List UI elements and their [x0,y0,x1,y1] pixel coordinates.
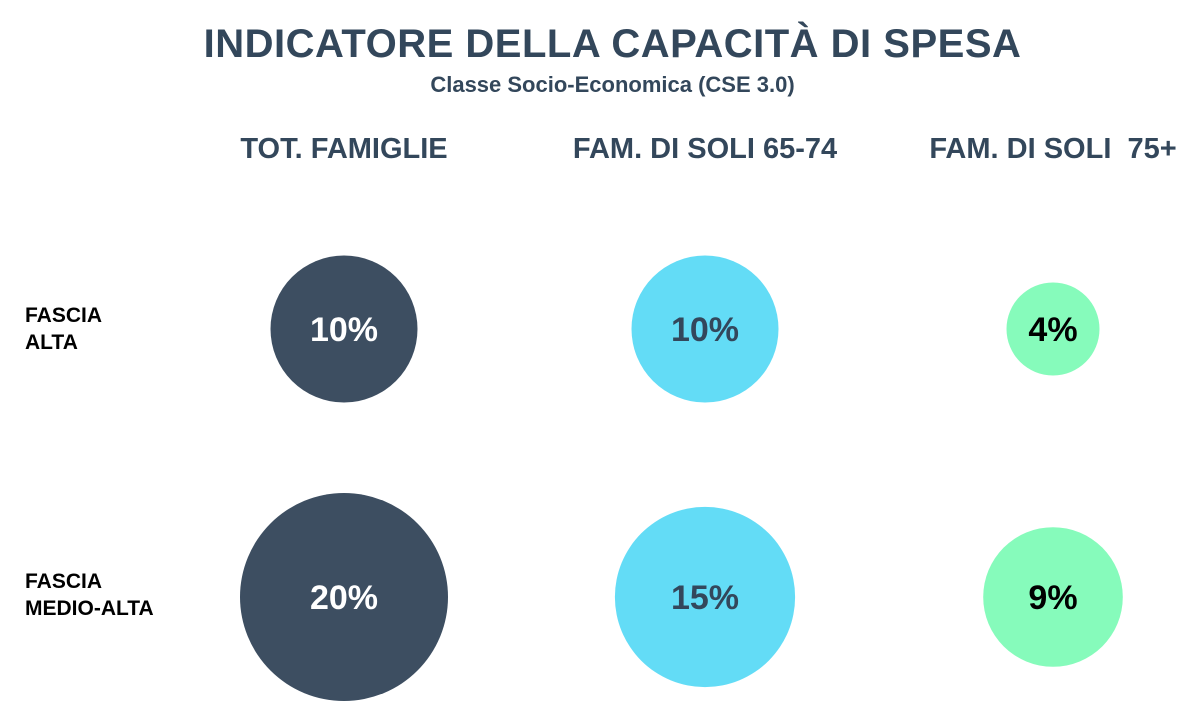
row-label-fascia-medio-alta: FASCIA MEDIO-ALTA [25,568,154,622]
chart-title: INDICATORE DELLA CAPACITÀ DI SPESA [203,22,1022,66]
bubble-label-r0-c0: 10% [310,311,378,349]
bubble-label-r1-c2: 9% [1028,579,1077,617]
bubble-r1-c1 [614,506,796,688]
row-label-line: FASCIA [25,304,103,327]
bubble-r1-c2 [983,527,1123,667]
bubble-label-r0-c1: 10% [671,311,739,349]
bubble-r1-c0 [240,493,448,701]
chart-subtitle: Classe Socio-Economica (CSE 3.0) [430,72,795,97]
bubble-label-r0-c2: 4% [1028,311,1077,349]
bubble-r0-c0 [270,255,418,403]
bubble-label-r1-c0: 20% [310,579,378,617]
row-label-line: FASCIA [25,570,103,593]
column-header-soli-75plus: FAM. DI SOLI 75+ [929,133,1177,165]
column-header-tot-famiglie: TOT. FAMIGLIE [240,133,448,165]
bubble-r0-c2 [1006,282,1100,376]
bubble-label-r1-c1: 15% [671,579,739,617]
row-label-line: ALTA [25,331,78,354]
bubble-r0-c1 [631,255,779,403]
row-label-fascia-alta: FASCIA ALTA [25,302,102,356]
row-label-line: MEDIO-ALTA [25,597,154,620]
column-header-soli-65-74: FAM. DI SOLI 65-74 [572,133,838,165]
